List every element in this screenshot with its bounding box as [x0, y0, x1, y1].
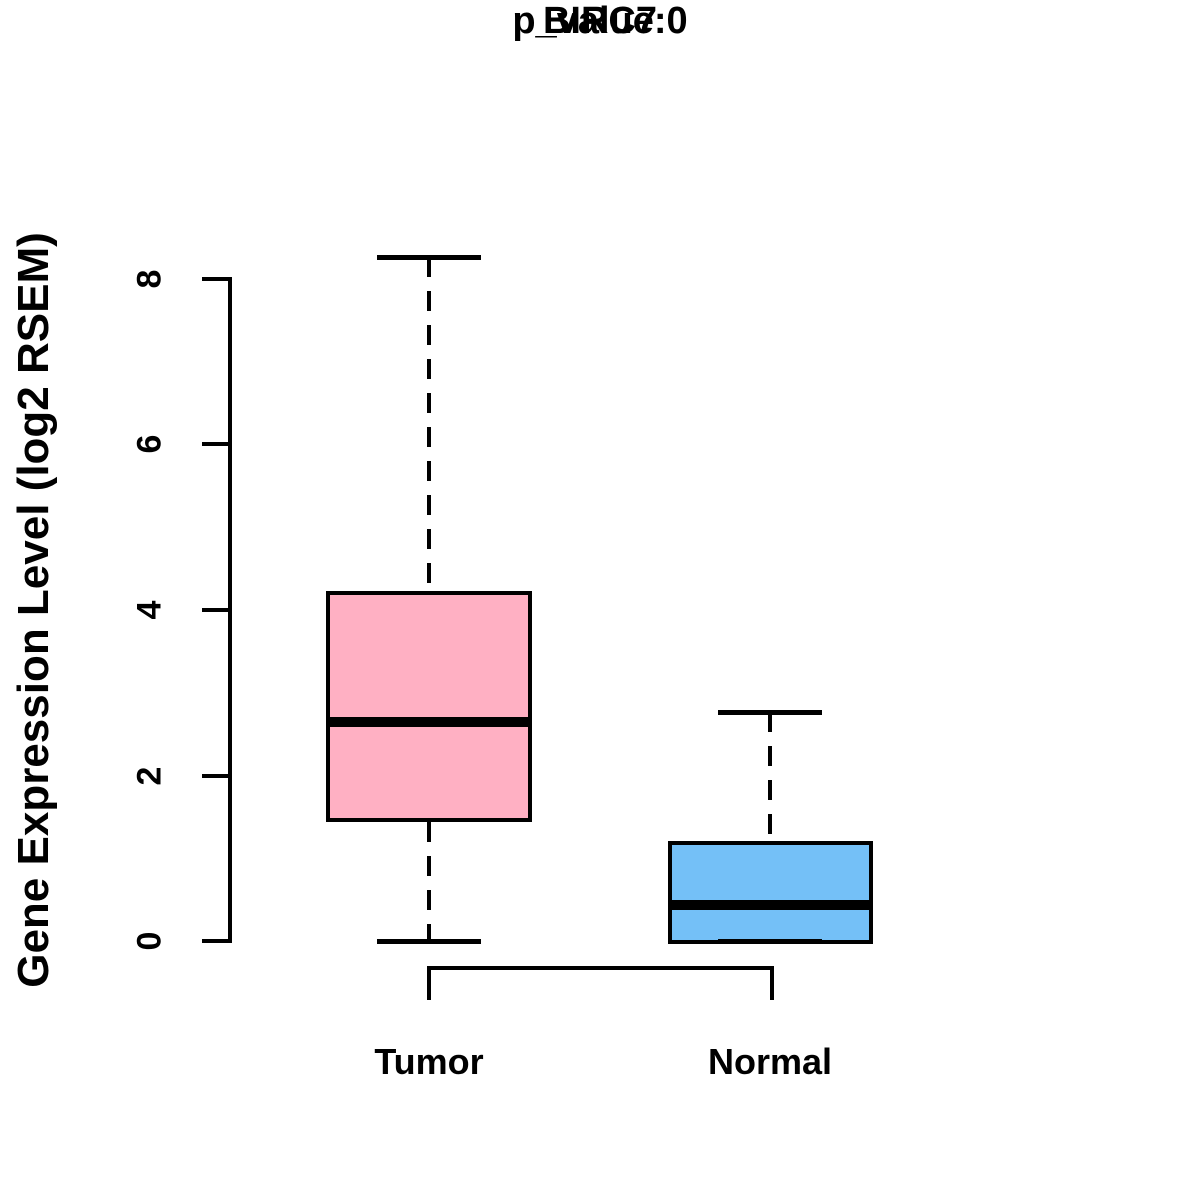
y-axis-line — [228, 277, 232, 943]
comparison-bracket-line — [427, 966, 774, 970]
y-tick-8 — [202, 277, 230, 281]
y-tick-4 — [202, 608, 230, 612]
normal-upper-whisker-cap — [718, 710, 822, 715]
normal-lower-whisker-cap — [718, 939, 822, 944]
x-label-tumor: Tumor — [374, 1041, 484, 1082]
comparison-bracket-left-tick — [427, 966, 431, 1000]
tumor-median-line — [326, 717, 532, 727]
y-axis-title: Gene Expression Level (log2 RSEM) — [9, 232, 58, 988]
tumor-upper-whisker — [427, 257, 431, 591]
y-tick-label-8: 8 — [130, 269, 169, 289]
x-label-normal: Normal — [707, 1041, 833, 1082]
y-tick-label-4: 4 — [130, 600, 169, 620]
tumor-lower-whisker-cap — [377, 939, 481, 944]
y-tick-0 — [202, 939, 230, 943]
tumor-box — [326, 591, 532, 822]
tumor-lower-whisker — [427, 822, 431, 940]
y-tick-label-0: 0 — [130, 931, 169, 951]
y-tick-2 — [202, 774, 230, 778]
y-tick-label-2: 2 — [130, 766, 169, 786]
y-tick-label-6: 6 — [130, 434, 169, 454]
plot-subtitle: p_value:0 — [512, 0, 688, 42]
plot-title: BIRC7 — [542, 0, 658, 42]
tumor-upper-whisker-cap — [377, 255, 481, 260]
normal-upper-whisker — [768, 712, 772, 841]
y-tick-6 — [202, 442, 230, 446]
comparison-bracket-right-tick — [770, 966, 774, 1000]
normal-median-line — [668, 900, 873, 910]
normal-box — [668, 841, 873, 944]
